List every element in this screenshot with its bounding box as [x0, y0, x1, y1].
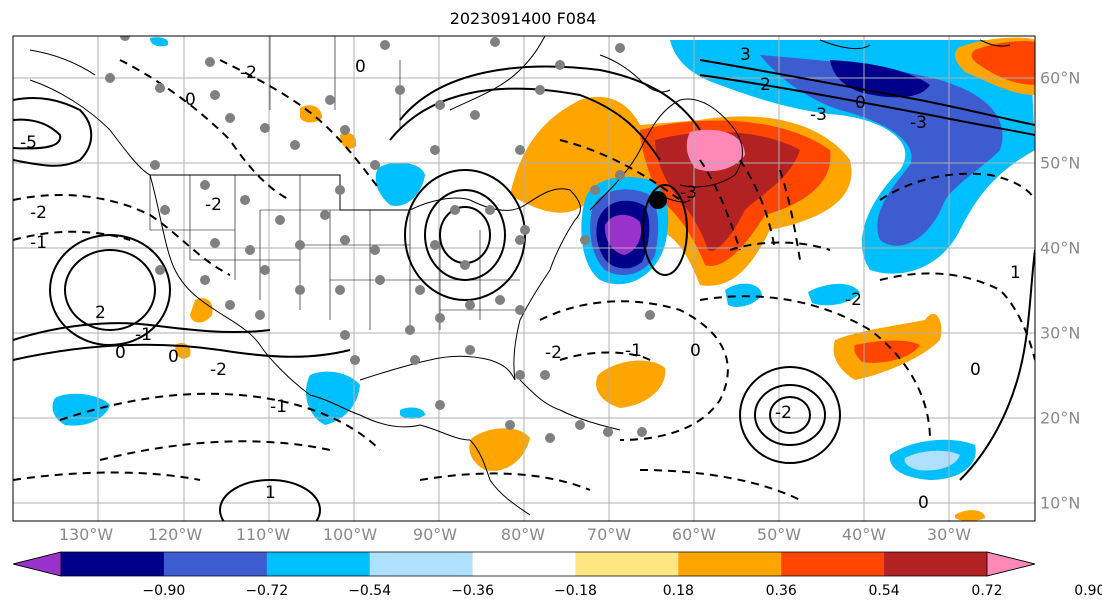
- contour-label: -2: [210, 360, 227, 380]
- lon-label: 100°W: [322, 525, 378, 544]
- colorbar-tick-label: −0.90: [142, 583, 186, 599]
- colorbar-tick-label: −0.36: [451, 583, 494, 599]
- contour-label: -2: [545, 343, 562, 363]
- lon-label: 120°W: [147, 525, 203, 544]
- colorbar: [12, 551, 1036, 577]
- contour-label: -3: [910, 113, 927, 133]
- lat-label: 50°N: [1040, 153, 1081, 173]
- lon-label: 50°W: [756, 525, 802, 544]
- lon-label: 40°W: [841, 525, 887, 544]
- lat-label: 40°N: [1040, 238, 1081, 258]
- station-dots: [105, 36, 655, 443]
- colorbar-tick-label: 0.36: [765, 583, 797, 599]
- state-borders: [149, 36, 520, 330]
- colorbar-segment: [575, 552, 679, 576]
- colorbar-tick-label: 0.54: [868, 583, 900, 599]
- contour-label: -2: [205, 195, 222, 215]
- contour-label-group: 0 0 0 0 0 0 0 0 -1 -1 -1 -1 -2 -2 -2 -2 …: [20, 45, 1021, 513]
- lon-label: 80°W: [500, 525, 546, 544]
- contour-label: 3: [740, 45, 751, 65]
- lat-label: 60°N: [1040, 68, 1081, 88]
- contour-label: 1: [265, 483, 276, 503]
- map-title: 2023091400 F084: [449, 9, 597, 28]
- contour-label: -3: [810, 105, 827, 125]
- lon-label: 60°W: [671, 525, 717, 544]
- colorbar-extend-max: [986, 551, 1036, 577]
- contour-label: 0: [918, 493, 929, 513]
- contour-label: 2: [95, 303, 106, 323]
- contour-label: -2: [30, 203, 47, 223]
- graticule: [13, 36, 1035, 521]
- colorbar-tick-label: 0.72: [971, 583, 1003, 599]
- colorbar-tick-label: −0.18: [553, 583, 597, 599]
- contour-label: -3: [680, 183, 697, 203]
- contour-label: 0: [185, 90, 196, 110]
- contour-label: -1: [625, 341, 642, 361]
- contour-label: -2: [845, 290, 862, 310]
- colorbar-segment: [61, 552, 165, 576]
- contour-label: 0: [970, 360, 981, 380]
- colorbar-tick-label: −0.72: [245, 583, 289, 599]
- lon-label: 90°W: [412, 525, 458, 544]
- colorbar-tick-label: 0.18: [662, 583, 694, 599]
- lon-label: 30°W: [926, 525, 972, 544]
- colorbar-segments: [12, 551, 1036, 577]
- lat-label: 10°N: [1040, 493, 1081, 513]
- contour-label: 0: [855, 93, 866, 113]
- colorbar-extend-min: [12, 551, 62, 577]
- colorbar-tick-label: 0.90: [1074, 583, 1102, 599]
- coastlines: [29, 36, 1011, 516]
- contour-label: -2: [775, 403, 792, 423]
- colorbar-outline: [12, 551, 1036, 577]
- lon-label: 70°W: [586, 525, 632, 544]
- colorbar-segment: [266, 552, 371, 576]
- contour-label: 0: [690, 341, 701, 361]
- colorbar-segment: [369, 552, 474, 576]
- contour-label: 0: [168, 347, 179, 367]
- contour-label: 1: [1010, 263, 1021, 283]
- contour-label: 0: [115, 343, 126, 363]
- contour-label: -2: [240, 63, 257, 83]
- dashed-contour-lines: [13, 59, 1035, 501]
- lat-label: 20°N: [1040, 408, 1081, 428]
- storm-center-marker: [649, 191, 667, 209]
- colorbar-segment: [884, 552, 988, 576]
- colorbar-segment: [472, 552, 576, 576]
- contour-label: -5: [20, 133, 37, 153]
- lon-label: 130°W: [58, 525, 114, 544]
- contour-label: 0: [355, 57, 366, 77]
- contour-label: -1: [135, 325, 152, 345]
- colorbar-tick-label: −0.54: [348, 583, 392, 599]
- lat-label: 30°N: [1040, 323, 1081, 343]
- contour-lines: [13, 59, 1035, 521]
- colorbar-segment: [678, 552, 782, 576]
- contour-label: -1: [270, 397, 287, 417]
- colorbar-segment: [163, 552, 268, 576]
- colorbar-segment: [781, 552, 885, 576]
- contour-label: -1: [30, 233, 47, 253]
- contour-label: 2: [760, 75, 771, 95]
- lon-label: 110°W: [235, 525, 291, 544]
